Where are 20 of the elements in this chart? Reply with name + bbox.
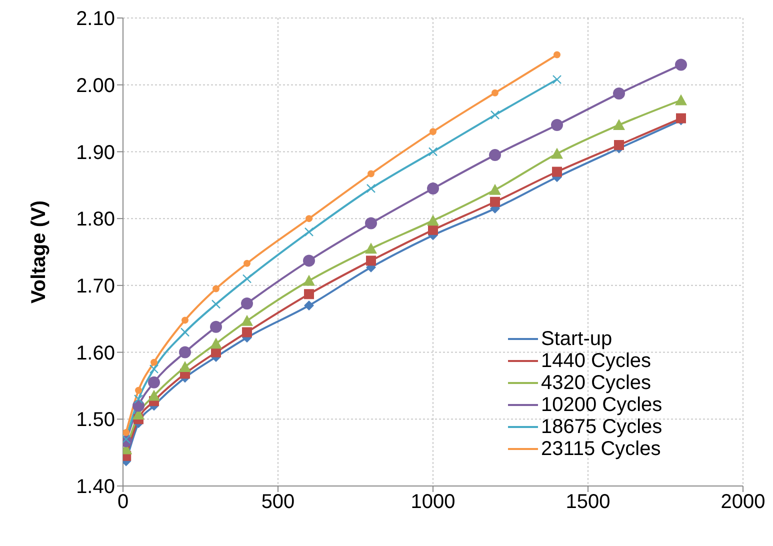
x-tick-label: 1000 (410, 491, 456, 514)
y-tick-label: 2.10 (76, 8, 115, 30)
x-tick-label: 1500 (566, 491, 610, 514)
legend-label: 1440 Cycles (541, 350, 652, 372)
legend-label: 23115 Cycles (541, 438, 661, 460)
y-tick-label: 1.50 (76, 409, 115, 432)
x-tick-label: 500 (261, 491, 295, 514)
y-tick-label: 1.70 (76, 276, 115, 298)
y-tick-label: 2.00 (76, 74, 115, 97)
legend-label: Start-up (541, 328, 612, 350)
legend-label: 10200 Cycles (541, 394, 662, 416)
legend-label: 18675 Cycles (541, 416, 662, 438)
x-tick-label: 0 (117, 491, 129, 514)
y-tick-label: 1.80 (76, 208, 115, 231)
y-axis-title: Voltage (V) (28, 200, 50, 304)
y-tick-label: 1.40 (76, 476, 115, 498)
y-tick-label: 1.60 (76, 342, 115, 364)
legend-label: 4320 Cycles (541, 372, 652, 394)
y-tick-label: 1.90 (76, 142, 115, 164)
x-tick-label: 2000 (720, 491, 766, 514)
